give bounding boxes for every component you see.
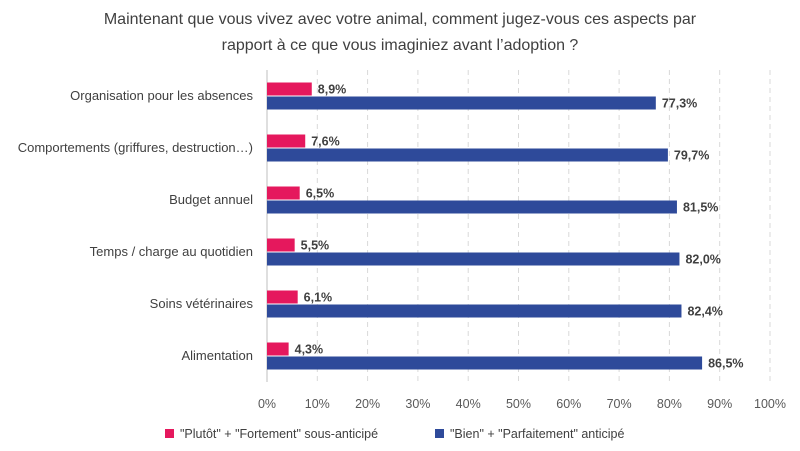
x-tick-label: 30%: [405, 397, 430, 411]
bar-anticipe: [267, 356, 703, 370]
data-label: 4,3%: [295, 343, 324, 357]
x-tick-label: 80%: [657, 397, 682, 411]
bar-sous-anticipe: [267, 290, 298, 304]
bar-anticipe: [267, 200, 677, 214]
data-label: 79,7%: [674, 149, 709, 163]
bar-sous-anticipe: [267, 238, 295, 252]
x-tick-label: 40%: [456, 397, 481, 411]
bar-sous-anticipe: [267, 134, 306, 148]
data-label: 8,9%: [318, 83, 347, 97]
bar-anticipe: [267, 96, 656, 110]
category-label: Alimentation: [181, 348, 253, 363]
x-tick-label: 90%: [707, 397, 732, 411]
data-label: 82,4%: [687, 305, 722, 319]
x-tick-label: 10%: [305, 397, 330, 411]
legend-swatch: [165, 429, 174, 438]
legend: "Plutôt" + "Fortement" sous-anticipé "Bie…: [165, 427, 624, 441]
category-label: Organisation pour les absences: [70, 88, 253, 103]
bar-anticipe: [267, 148, 668, 162]
bar-sous-anticipe: [267, 342, 289, 356]
data-label: 6,1%: [304, 291, 333, 305]
chart-title-line-2: rapport à ce que vous imaginiez avant l’…: [222, 37, 579, 54]
bar-anticipe: [267, 304, 682, 318]
category-label: Soins vétérinaires: [150, 296, 254, 311]
category-label: Temps / charge au quotidien: [90, 244, 253, 259]
legend-swatch: [435, 429, 444, 438]
data-label: 77,3%: [662, 97, 697, 111]
bar-anticipe: [267, 252, 680, 266]
data-label: 82,0%: [685, 253, 720, 267]
x-tick-label: 100%: [754, 397, 786, 411]
data-label: 5,5%: [301, 239, 330, 253]
data-label: 7,6%: [311, 135, 340, 149]
category-labels: Organisation pour les absences Comporteme…: [18, 88, 254, 363]
x-tick-label: 20%: [355, 397, 380, 411]
category-label: Comportements (griffures, destruction…): [18, 140, 253, 155]
bars: 8,9% 77,3% 7,6% 79,7% 6,5% 81,5% 5,5% 82,0% 6,1%…: [267, 82, 744, 371]
legend-entry: "Plutôt" + "Fortement" sous-anticipé: [180, 427, 378, 441]
x-tick-label: 60%: [556, 397, 581, 411]
bar-sous-anticipe: [267, 186, 300, 200]
data-label: 86,5%: [708, 357, 743, 371]
legend-entry: "Bien" + "Parfaitement" anticipé: [450, 427, 624, 441]
x-tick-label: 0%: [258, 397, 276, 411]
data-label: 81,5%: [683, 201, 718, 215]
data-label: 6,5%: [306, 187, 335, 201]
bar-sous-anticipe: [267, 82, 312, 96]
x-axis-ticks: 0% 10% 20% 30% 40% 50% 60% 70% 80% 90% 100%: [258, 397, 786, 411]
gridlines: [266, 70, 771, 382]
chart-title-line-1: Maintenant que vous vivez avec votre ani…: [104, 11, 697, 28]
x-tick-label: 50%: [506, 397, 531, 411]
x-tick-label: 70%: [607, 397, 632, 411]
category-label: Budget annuel: [169, 192, 253, 207]
